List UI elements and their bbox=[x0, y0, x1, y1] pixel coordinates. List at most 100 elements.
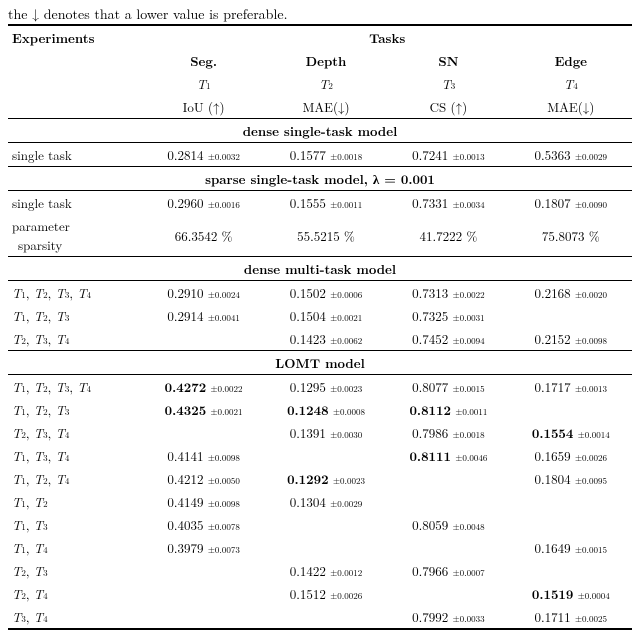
value-main: 0.7986 bbox=[412, 423, 448, 442]
value-main: 0.8111 bbox=[409, 446, 451, 465]
value-std: ±0.0073 bbox=[208, 543, 240, 556]
lomt-row8-v3 bbox=[510, 559, 632, 582]
value-main: 0.7241 bbox=[412, 145, 448, 164]
value-std: ±0.0029 bbox=[330, 497, 362, 510]
lomt-row7-v1 bbox=[265, 536, 387, 559]
value-main: 0.8112 bbox=[409, 400, 451, 419]
value-main: 0.1292 bbox=[287, 469, 329, 488]
lomt-row8-v2: 0.7966 ±0.0007 bbox=[387, 559, 509, 582]
lomt-row0-label: T1, T2, T3, T4 bbox=[8, 375, 142, 399]
lomt-row9-v2 bbox=[387, 582, 509, 605]
value-std: ±0.0029 bbox=[575, 150, 607, 163]
lomt-row4-v3: 0.1804 ±0.0095 bbox=[510, 467, 632, 490]
value-main: 0.1649 bbox=[535, 538, 571, 557]
value-main: 75.8073 % bbox=[542, 226, 600, 245]
col-experiments: Experiments bbox=[8, 25, 142, 49]
value-std: ±0.0015 bbox=[453, 382, 485, 395]
dst-row-v3: 0.5363 ±0.0029 bbox=[510, 143, 632, 167]
col-name-0: Seg. bbox=[142, 49, 264, 72]
col-metric-2: CS (↑) bbox=[387, 95, 509, 119]
value-main: 0.4325 bbox=[165, 400, 207, 419]
col-task-3: T4 bbox=[510, 72, 632, 95]
value-std: ±0.0011 bbox=[330, 198, 362, 211]
value-std: ±0.0021 bbox=[211, 405, 243, 418]
lomt-row1-v3 bbox=[510, 398, 632, 421]
value-main: 0.7452 bbox=[412, 329, 448, 348]
dmt-row0-v1: 0.1502 ±0.0006 bbox=[265, 281, 387, 305]
lomt-row9-v3: 0.1519 ±0.0004 bbox=[510, 582, 632, 605]
value-std: ±0.0078 bbox=[208, 520, 240, 533]
value-std: ±0.0023 bbox=[330, 382, 362, 395]
dst-row-v1: 0.1577 ±0.0018 bbox=[265, 143, 387, 167]
value-std: ±0.0090 bbox=[575, 198, 607, 211]
value-std: ±0.0098 bbox=[208, 497, 240, 510]
value-main: 0.2152 bbox=[535, 329, 571, 348]
dmt-row0-v3: 0.2168 ±0.0020 bbox=[510, 281, 632, 305]
value-std: ±0.0098 bbox=[575, 334, 607, 347]
value-std: ±0.0022 bbox=[453, 288, 485, 301]
col-name-1: Depth bbox=[265, 49, 387, 72]
value-std: ±0.0016 bbox=[208, 198, 240, 211]
sst-row0-v0: 0.2960 ±0.0016 bbox=[142, 191, 264, 215]
lomt-row7-v2 bbox=[387, 536, 509, 559]
value-std: ±0.0013 bbox=[453, 150, 485, 163]
section-dst: dense single-task model bbox=[8, 119, 632, 143]
lomt-row1-v1: 0.1248 ±0.0008 bbox=[265, 398, 387, 421]
value-std: ±0.0034 bbox=[453, 198, 485, 211]
dmt-row2-v3: 0.2152 ±0.0098 bbox=[510, 327, 632, 351]
value-std: ±0.0014 bbox=[578, 428, 610, 441]
dmt-row1-v3 bbox=[510, 304, 632, 327]
value-main: 0.1248 bbox=[287, 400, 329, 419]
value-std: ±0.0041 bbox=[208, 311, 240, 324]
lomt-row8-label: T2, T3 bbox=[8, 559, 142, 582]
value-std: ±0.0050 bbox=[208, 474, 240, 487]
value-main: 0.1804 bbox=[535, 469, 571, 488]
value-main: 0.1519 bbox=[532, 584, 574, 603]
results-table: ExperimentsTasksSeg.DepthSNEdgeT1T2T3T4I… bbox=[8, 24, 632, 630]
sst-row1-v0: 66.3542 % bbox=[142, 214, 264, 257]
sst-row0-v1: 0.1555 ±0.0011 bbox=[265, 191, 387, 215]
dst-row-label: single task bbox=[8, 143, 142, 167]
value-main: 55.5215 % bbox=[297, 226, 355, 245]
lomt-row3-v0: 0.4141 ±0.0098 bbox=[142, 444, 264, 467]
value-main: 0.4035 bbox=[167, 515, 203, 534]
dmt-row0-v2: 0.7313 ±0.0022 bbox=[387, 281, 509, 305]
lomt-row6-v3 bbox=[510, 513, 632, 536]
lomt-row5-v3 bbox=[510, 490, 632, 513]
value-std: ±0.0007 bbox=[453, 566, 485, 579]
lomt-row1-v2: 0.8112 ±0.0011 bbox=[387, 398, 509, 421]
value-main: 0.1554 bbox=[532, 423, 574, 442]
sparsity-label-b: sparsity bbox=[12, 235, 138, 254]
value-main: 0.2910 bbox=[167, 283, 203, 302]
col-metric-1: MAE(↓) bbox=[265, 95, 387, 119]
value-std: ±0.0031 bbox=[453, 311, 485, 324]
lomt-row5-v2 bbox=[387, 490, 509, 513]
lomt-row0-v0: 0.4272 ±0.0022 bbox=[142, 375, 264, 399]
value-main: 0.1555 bbox=[290, 193, 326, 212]
sst-row0-v2: 0.7331 ±0.0034 bbox=[387, 191, 509, 215]
value-main: 0.7325 bbox=[412, 306, 448, 325]
value-main: 0.7992 bbox=[412, 607, 448, 626]
lomt-row10-v0 bbox=[142, 605, 264, 629]
dmt-row2-v1: 0.1423 ±0.0062 bbox=[265, 327, 387, 351]
dmt-row2-v2: 0.7452 ±0.0094 bbox=[387, 327, 509, 351]
value-main: 0.2914 bbox=[167, 306, 203, 325]
lomt-row8-v1: 0.1422 ±0.0012 bbox=[265, 559, 387, 582]
value-std: ±0.0032 bbox=[208, 150, 240, 163]
col-metric-0: IoU (↑) bbox=[142, 95, 264, 119]
lomt-row7-v3: 0.1649 ±0.0015 bbox=[510, 536, 632, 559]
dmt-row0-label: T1, T2, T3, T4 bbox=[8, 281, 142, 305]
lomt-row8-v0 bbox=[142, 559, 264, 582]
value-std: ±0.0033 bbox=[453, 612, 485, 625]
value-main: 0.7966 bbox=[412, 561, 448, 580]
lomt-row2-label: T2, T3, T4 bbox=[8, 421, 142, 444]
value-main: 0.1807 bbox=[535, 193, 571, 212]
value-std: ±0.0018 bbox=[330, 150, 362, 163]
value-main: 0.1711 bbox=[535, 607, 571, 626]
value-std: ±0.0095 bbox=[575, 474, 607, 487]
value-main: 0.2960 bbox=[167, 193, 203, 212]
lomt-row10-v1 bbox=[265, 605, 387, 629]
section-sst: sparse single-task model, λ = 0.001 bbox=[8, 167, 632, 191]
value-std: ±0.0030 bbox=[330, 428, 362, 441]
sst-row1-v2: 41.7222 % bbox=[387, 214, 509, 257]
